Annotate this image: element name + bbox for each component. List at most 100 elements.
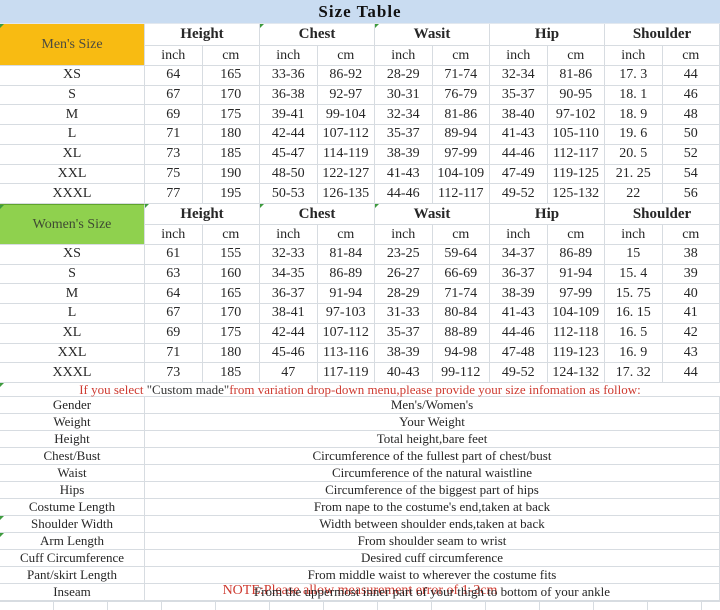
unit-header: inch	[145, 46, 203, 66]
size-value-cell: 105-110	[547, 125, 605, 145]
measure-label: Waist	[0, 465, 145, 482]
size-label: XXL	[0, 343, 145, 364]
column-group-header: Wasit	[375, 24, 490, 46]
column-group-header: Shoulder	[605, 24, 720, 46]
column-group-header: Height	[145, 24, 260, 46]
unit-header: cm	[662, 225, 720, 245]
size-value-cell: 125-132	[547, 184, 605, 204]
unit-header: cm	[202, 225, 260, 245]
unit-header: cm	[432, 46, 490, 66]
measurement-error-note: NOTE:Please allow measurement error of 1…	[0, 580, 720, 602]
size-value-cell: 75	[145, 164, 203, 185]
size-value-cell: 112-118	[547, 323, 605, 344]
size-value-cell: 86-89	[317, 264, 375, 285]
size-value-cell: 23-25	[375, 245, 433, 265]
size-label: L	[0, 304, 145, 324]
size-value-cell: 175	[202, 105, 260, 126]
size-value-cell: 41-43	[490, 125, 548, 145]
size-value-cell: 180	[202, 343, 260, 364]
unit-header: cm	[432, 225, 490, 245]
column-group-header: Chest	[260, 24, 375, 46]
size-value-cell: 43	[662, 343, 720, 364]
measure-label: Pant/skirt Length	[0, 567, 145, 584]
measure-description: From shoulder seam to wrist	[145, 533, 720, 550]
size-value-cell: 113-116	[317, 343, 375, 364]
measure-label: Arm Length	[0, 533, 145, 550]
size-value-cell: 165	[202, 284, 260, 305]
size-value-cell: 71-74	[432, 284, 490, 305]
size-value-cell: 46	[662, 85, 720, 106]
unit-header: inch	[490, 225, 548, 245]
unit-header: cm	[317, 46, 375, 66]
mens-size-table: Men's Size Height Chest Wasit Hip Shoulder i…	[0, 24, 720, 204]
unit-header: cm	[547, 225, 605, 245]
custom-note-prefix: If you select	[79, 381, 147, 397]
size-value-cell: 190	[202, 164, 260, 185]
size-value-cell: 39	[662, 264, 720, 285]
column-group-header: Hip	[490, 204, 605, 225]
size-value-cell: 49-52	[490, 184, 548, 204]
size-value-cell: 89-94	[432, 125, 490, 145]
size-value-cell: 112-117	[432, 184, 490, 204]
size-value-cell: 20. 5	[605, 144, 663, 165]
size-value-cell: 92-97	[317, 85, 375, 106]
size-value-cell: 97-99	[547, 284, 605, 305]
unit-header: cm	[202, 46, 260, 66]
size-value-cell: 99-104	[317, 105, 375, 126]
size-value-cell: 64	[145, 284, 203, 305]
size-value-cell: 22	[605, 184, 663, 204]
size-value-cell: 32-33	[260, 245, 318, 265]
size-value-cell: 91-94	[547, 264, 605, 285]
size-value-cell: 47	[260, 363, 318, 383]
size-value-cell: 124-132	[547, 363, 605, 383]
column-group-header: Wasit	[375, 204, 490, 225]
measure-description: Circumference of the natural waistline	[145, 465, 720, 482]
size-value-cell: 48-50	[260, 164, 318, 185]
size-value-cell: 44	[662, 66, 720, 86]
womens-column-headers: Height Chest Wasit Hip Shoulder inch cm inch cm…	[145, 204, 720, 245]
size-value-cell: 40-43	[375, 363, 433, 383]
measure-description: From middle waist to wherever the costum…	[145, 567, 720, 584]
size-value-cell: 19. 6	[605, 125, 663, 145]
size-value-cell: 44-46	[375, 184, 433, 204]
measure-description: From the uppermost inner part of your th…	[145, 584, 720, 601]
size-value-cell: 18. 1	[605, 85, 663, 106]
size-value-cell: 114-119	[317, 144, 375, 165]
size-label: S	[0, 264, 145, 285]
size-value-cell: 88-89	[432, 323, 490, 344]
unit-header: cm	[547, 46, 605, 66]
size-value-cell: 35-37	[490, 85, 548, 106]
custom-made-note: If you select "Custom made" from variatio…	[0, 381, 720, 397]
size-value-cell: 15. 4	[605, 264, 663, 285]
size-value-cell: 73	[145, 363, 203, 383]
size-value-cell: 73	[145, 144, 203, 165]
size-value-cell: 81-86	[432, 105, 490, 126]
womens-table-body: XS 61 155 32-33 81-84 23-25 59-64 34-37 86-89 15 3…	[0, 245, 720, 383]
size-value-cell: 91-94	[317, 284, 375, 305]
size-label: M	[0, 105, 145, 126]
size-value-cell: 47-48	[490, 343, 548, 364]
size-value-cell: 41	[662, 304, 720, 324]
mens-section-label: Men's Size	[0, 24, 145, 66]
size-value-cell: 90-95	[547, 85, 605, 106]
size-value-cell: 99-112	[432, 363, 490, 383]
unit-header: inch	[260, 225, 318, 245]
size-value-cell: 38-40	[490, 105, 548, 126]
size-value-cell: 67	[145, 304, 203, 324]
unit-header: inch	[145, 225, 203, 245]
column-group-header: Shoulder	[605, 204, 720, 225]
size-value-cell: 97-99	[432, 144, 490, 165]
empty-grid-strip	[0, 602, 720, 610]
unit-header: cm	[662, 46, 720, 66]
measure-description: From nape to the costume's end,taken at …	[145, 499, 720, 516]
measure-description: Width between shoulder ends,taken at bac…	[145, 516, 720, 533]
size-value-cell: 81-86	[547, 66, 605, 86]
size-value-cell: 38	[662, 245, 720, 265]
size-value-cell: 44-46	[490, 323, 548, 344]
size-value-cell: 42	[662, 323, 720, 344]
measure-label: Height	[0, 431, 145, 448]
size-value-cell: 86-92	[317, 66, 375, 86]
size-value-cell: 50-53	[260, 184, 318, 204]
size-value-cell: 32-34	[490, 66, 548, 86]
